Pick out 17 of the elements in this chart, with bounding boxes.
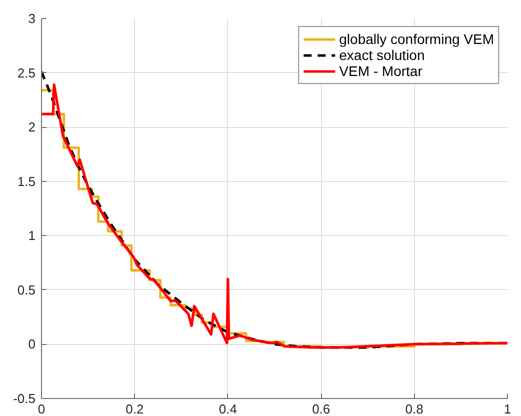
y-tick-label: 2.5 [17, 65, 36, 80]
y-tick-label: 2 [28, 120, 36, 135]
x-tick-label: 0 [38, 402, 46, 416]
y-tick-label: 0.5 [17, 282, 36, 298]
y-tick-label: 0 [28, 336, 36, 352]
legend-label: VEM - Mortar [339, 63, 422, 79]
legend-label: globally conforming VEM [339, 31, 494, 47]
y-tick-label: 1 [28, 228, 36, 244]
x-tick-label: 0.8 [405, 402, 424, 416]
y-tick-label: -0.5 [13, 391, 36, 406]
y-tick-label: 1.5 [17, 174, 36, 189]
x-tick-label: 0.2 [126, 402, 144, 416]
x-tick-label: 1 [504, 402, 512, 416]
x-tick-label: 0.6 [312, 402, 330, 416]
y-tick-label: 3 [28, 11, 36, 26]
legend-label: exact solution [339, 47, 425, 63]
x-tick-label: 0.4 [218, 402, 237, 416]
